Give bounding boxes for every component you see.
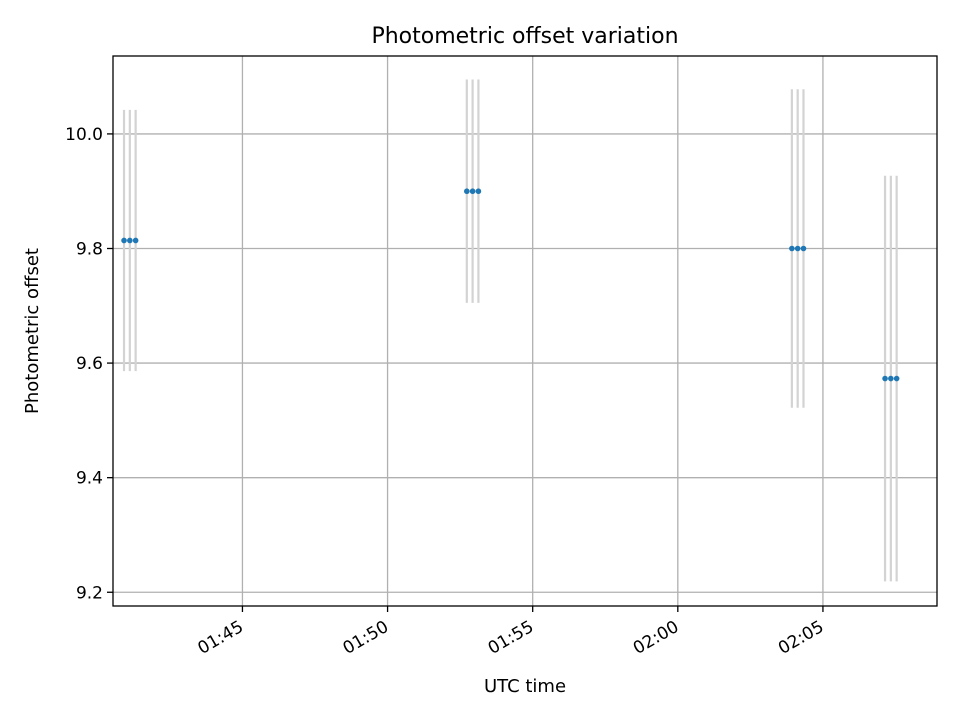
y-tick-label-0: 9.2 <box>76 583 103 603</box>
error-bars <box>122 79 898 582</box>
x-tick-label-1: 01:50 <box>340 617 392 659</box>
data-point-1-1 <box>469 188 476 195</box>
data-point-2-0 <box>789 245 795 252</box>
y-tick-label-2: 9.6 <box>76 354 103 374</box>
data-points <box>121 188 900 382</box>
chart-title: Photometric offset variation <box>371 24 678 49</box>
data-point-3-2 <box>893 375 900 382</box>
data-point-0-0 <box>121 237 127 244</box>
y-axis-label: Photometric offset <box>22 248 43 414</box>
x-tick-label-2: 01:55 <box>485 617 537 659</box>
y-tick-label-3: 9.8 <box>76 240 103 260</box>
x-tick-label-3: 02:00 <box>630 617 682 659</box>
data-point-0-2 <box>132 237 139 244</box>
data-point-1-0 <box>464 188 470 195</box>
y-tick-label-1: 9.4 <box>76 469 103 489</box>
data-point-1-2 <box>475 188 482 195</box>
x-axis-label: UTC time <box>484 676 566 697</box>
data-point-3-1 <box>888 375 894 382</box>
x-tick-label-4: 02:05 <box>775 617 827 659</box>
x-tick-label-0: 01:45 <box>195 617 247 659</box>
data-point-2-2 <box>800 245 807 252</box>
grid <box>113 56 937 606</box>
y-tick-label-4: 10.0 <box>65 125 103 145</box>
data-point-0-1 <box>127 237 133 244</box>
plot-frame <box>112 55 938 607</box>
data-point-2-1 <box>794 245 801 252</box>
y-axis: 9.2 9.4 9.6 9.8 10.0 <box>65 125 113 603</box>
data-point-3-0 <box>882 375 888 382</box>
x-axis: 01:45 01:50 01:55 02:00 02:05 <box>195 606 827 659</box>
